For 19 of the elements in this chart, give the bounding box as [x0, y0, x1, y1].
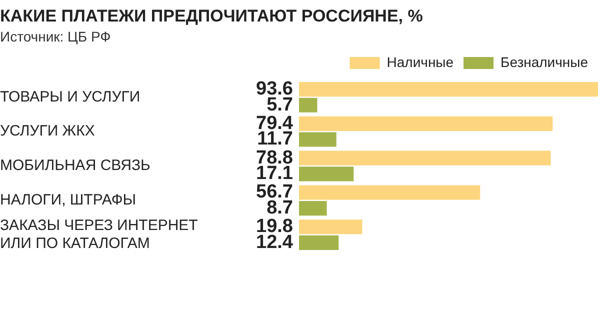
- legend-label: Безналичные: [500, 54, 588, 70]
- y-tick-label: ТОВАРЫ И УСЛУГИ: [0, 88, 140, 106]
- y-tick-label: НАЛОГИ, ШТРАФЫ: [0, 192, 136, 209]
- bar: [299, 166, 354, 182]
- y-tick-label: МОБИЛЬНАЯ СВЯЗЬ: [0, 157, 151, 174]
- bar: [299, 82, 598, 97]
- legend-label: Наличные: [386, 54, 454, 70]
- chart-title: КАКИЕ ПЛАТЕЖИ ПРЕДПОЧИТАЮТ РОССИЯНЕ, %: [0, 6, 423, 26]
- bar: [299, 132, 336, 147]
- bar: [299, 98, 318, 112]
- text: Источник: ЦБ РФ: [0, 28, 111, 44]
- bar: [299, 220, 362, 234]
- bar: [299, 201, 327, 216]
- y-tick-label: УСЛУГИ ЖКХ: [0, 122, 95, 140]
- bar: [299, 185, 480, 200]
- y-tick-label: ЗАКАЗЫ ЧЕРЕЗ ИНТЕРНЕТ ИЛИ ПО КАТАЛОГАМ: [0, 216, 198, 252]
- bar: [299, 116, 553, 131]
- bar: [299, 235, 339, 250]
- bar: [299, 150, 551, 166]
